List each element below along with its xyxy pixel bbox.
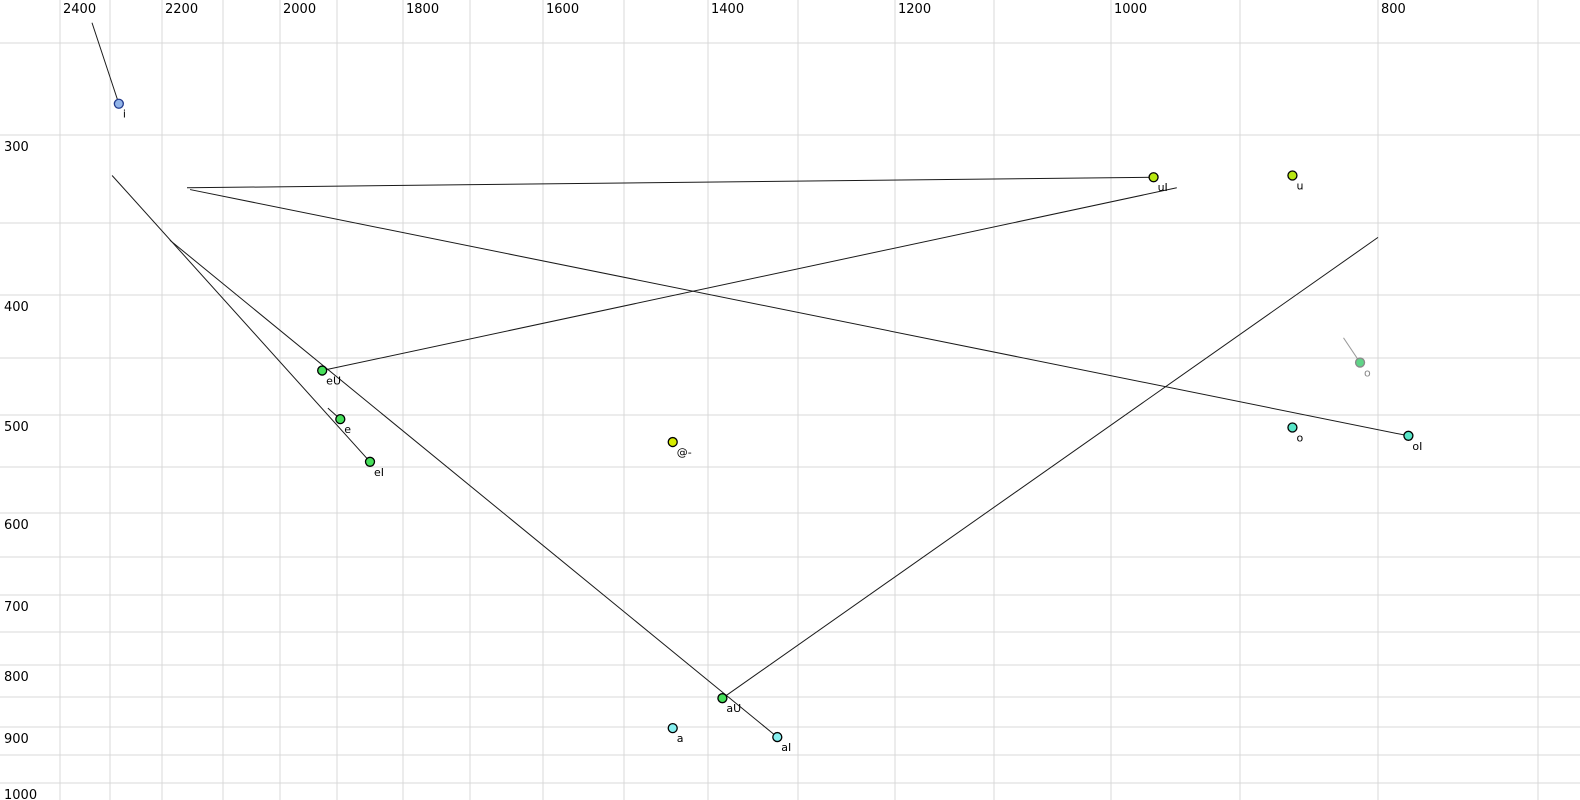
vowel-trajectory-oI-9 [189, 189, 1409, 437]
vowel-label-@--6: @- [677, 446, 692, 459]
vowel-trajectory-eU-3 [322, 187, 1177, 372]
vowel-label-eI-5: eI [374, 466, 384, 479]
vowel-point-o-7[interactable] [1354, 357, 1366, 368]
x-axis-tick-label-2000: 2000 [283, 2, 316, 17]
vowel-label-i-0: i [123, 108, 126, 121]
y-axis-tick-label-1000: 1000 [4, 788, 37, 800]
vowel-trajectory-eI-5 [111, 175, 371, 463]
vowel-label-oI-9: oI [1412, 440, 1422, 453]
vowel-label-e-4: e [344, 423, 351, 436]
x-axis-tick-label-1800: 1800 [406, 2, 439, 17]
x-axis-tick-label-1000: 1000 [1114, 2, 1147, 17]
vowel-label-aI-12: aI [781, 741, 791, 754]
vowel-point-e-4[interactable] [335, 414, 346, 425]
y-axis-tick-label-300: 300 [4, 140, 29, 155]
vowel-trajectory-i-0 [91, 22, 120, 104]
vowel-point-i-0[interactable] [113, 98, 124, 109]
vowel-point-eI-5[interactable] [364, 456, 376, 467]
y-axis-tick-label-800: 800 [4, 670, 29, 685]
x-axis-tick-label-2200: 2200 [165, 2, 198, 17]
y-axis-tick-label-700: 700 [4, 600, 29, 615]
vowel-point-a-11[interactable] [667, 722, 678, 734]
y-axis-tick-label-400: 400 [4, 300, 29, 315]
vowel-point-uI-1[interactable] [1148, 172, 1159, 183]
x-axis-tick-label-1600: 1600 [546, 2, 579, 17]
vowel-label-o-7: o [1364, 367, 1371, 380]
vowel-point-oI-9[interactable] [1403, 430, 1414, 441]
vowel-point-aU-10[interactable] [717, 693, 728, 704]
x-axis-tick-label-1200: 1200 [898, 2, 931, 17]
vowel-point-o-8[interactable] [1287, 422, 1298, 433]
vowel-label-uI-1: uI [1158, 181, 1168, 194]
x-axis-tick-label-800: 800 [1381, 2, 1406, 17]
x-axis-tick-label-1400: 1400 [711, 2, 744, 17]
vowel-point-@--6[interactable] [667, 436, 678, 448]
y-axis-tick-label-500: 500 [4, 420, 29, 435]
vowel-label-eU-3: eU [326, 375, 341, 388]
vowel-point-eU-3[interactable] [317, 365, 328, 376]
vowel-trajectory-uI-1 [187, 176, 1154, 189]
vowel-trajectory-aU-10 [722, 236, 1379, 699]
vowel-point-u-2[interactable] [1287, 170, 1298, 181]
vowel-trajectory-aI-12 [169, 239, 778, 738]
vowel-point-aI-12[interactable] [772, 731, 783, 743]
y-axis-tick-label-900: 900 [4, 732, 29, 747]
vowel-label-aU-10: aU [726, 702, 741, 715]
x-axis-tick-label-2400: 2400 [63, 2, 96, 17]
vowel-label-u-2: u [1296, 179, 1303, 192]
vowel-label-o-8: o [1296, 431, 1303, 444]
y-axis-tick-label-600: 600 [4, 518, 29, 533]
vowel-label-a-11: a [677, 732, 684, 745]
